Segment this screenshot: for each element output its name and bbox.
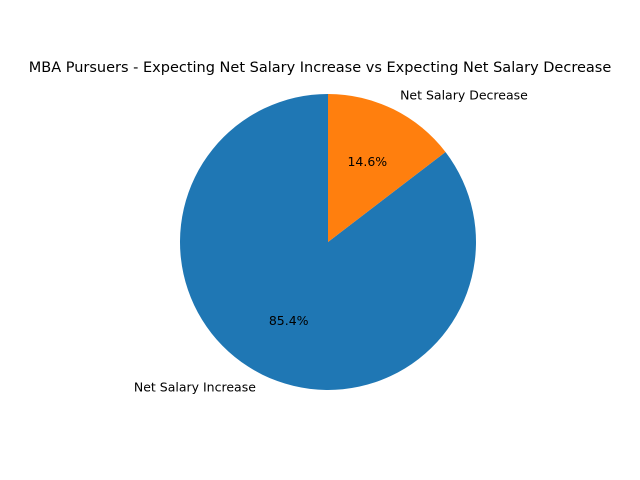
slice-label-1: Net Salary Increase <box>134 379 256 394</box>
pie-slice-1 <box>179 94 476 391</box>
chart-title: MBA Pursuers - Expecting Net Salary Incr… <box>29 60 612 76</box>
slice-percent-label-1: 85.4% <box>269 313 309 328</box>
slice-percent-label-2: 14.6% <box>347 154 387 169</box>
slice-label-2: Net Salary Decrease <box>400 88 528 103</box>
pie-slices <box>179 94 476 391</box>
pie-slice-2 <box>328 94 446 242</box>
pie-labels: Net Salary Increase 85.4% Net Salary Decre… <box>134 88 528 395</box>
